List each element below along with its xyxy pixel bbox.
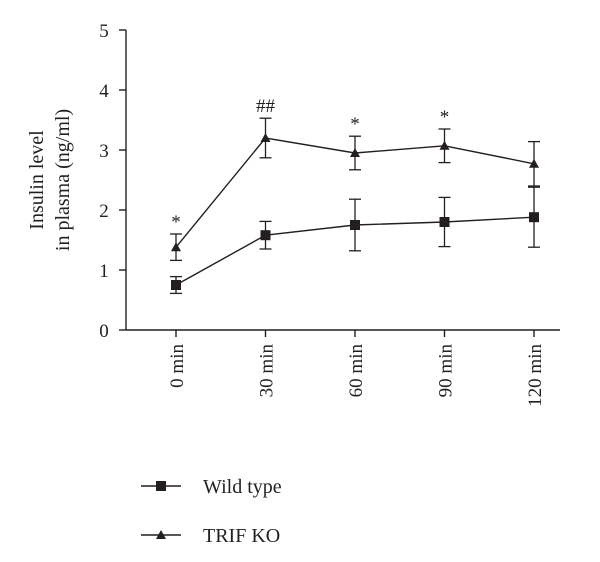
- legend-label: TRIF KO: [203, 525, 280, 547]
- x-tick-label: 0 min: [167, 344, 188, 388]
- y-tick-label: 4: [99, 81, 109, 102]
- y-tick-label: 3: [99, 141, 109, 162]
- x-axis-ticks: 0 min 30 min 60 min 90 min 120 min: [167, 330, 546, 407]
- legend-marker-square: [156, 481, 166, 491]
- significance-mark: *: [440, 107, 450, 128]
- plot-area: [170, 117, 540, 295]
- y-tick-label: 2: [99, 201, 109, 222]
- data-point: [350, 220, 360, 230]
- y-tick-label: 5: [99, 21, 109, 42]
- data-point: [439, 217, 450, 227]
- series-square: [170, 186, 540, 295]
- data-point: [171, 242, 181, 252]
- data-point: [260, 133, 271, 142]
- significance-mark: *: [350, 114, 360, 135]
- data-point: [171, 280, 181, 290]
- data-point: [350, 148, 360, 157]
- significance-mark: ##: [256, 96, 276, 117]
- legend-marker-triangle: [156, 530, 166, 539]
- axes: [125, 30, 560, 331]
- data-point: [439, 140, 450, 150]
- y-axis-title-line-1: Insulin level: [26, 130, 48, 230]
- x-tick-label: 60 min: [346, 344, 367, 398]
- legend: Wild type TRIF KO: [141, 476, 282, 547]
- data-point: [529, 158, 539, 168]
- y-axis-ticks: 0 1 2 3 4 5: [99, 21, 126, 342]
- significance-annotations: * ## * *: [171, 96, 449, 233]
- y-tick-label: 1: [99, 261, 109, 282]
- x-tick-label: 120 min: [525, 344, 546, 407]
- legend-label: Wild type: [203, 476, 282, 498]
- y-axis-title-line-2: in plasma (ng/ml): [52, 109, 74, 251]
- significance-mark: *: [171, 212, 181, 233]
- x-tick-label: 30 min: [257, 344, 278, 398]
- x-tick-label: 90 min: [436, 344, 457, 398]
- series-triangle: [170, 117, 540, 262]
- y-tick-label: 0: [99, 321, 109, 342]
- data-point: [529, 212, 539, 223]
- data-point: [260, 230, 271, 241]
